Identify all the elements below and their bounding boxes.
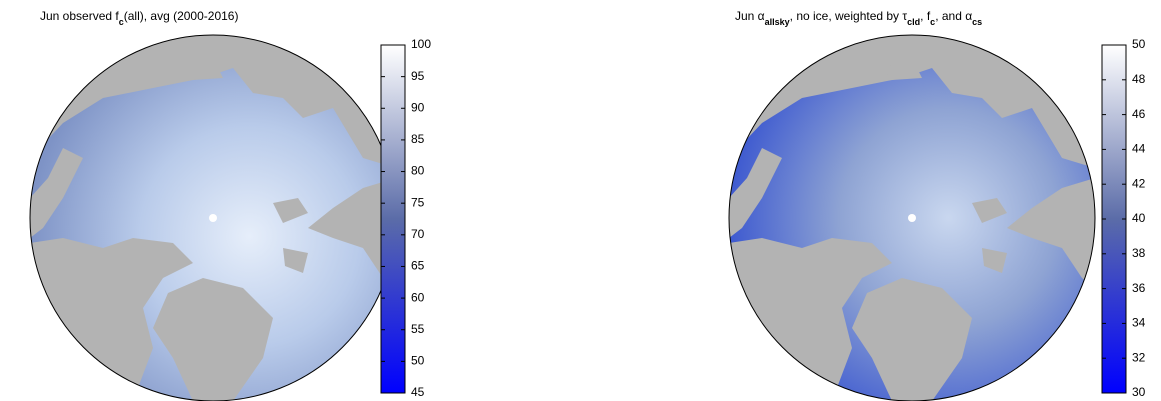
title-part: allsky (765, 17, 790, 27)
title-part: Jun observed f (40, 9, 119, 23)
colorbar-tick-label: 34 (1132, 316, 1146, 330)
colorbar-tick-label: 60 (411, 290, 425, 304)
title-part: c (119, 17, 124, 27)
colorbar-tick-label: 38 (1132, 246, 1146, 260)
colorbar-tick-label: 90 (411, 100, 425, 114)
colorbar-tick-label: 42 (1132, 176, 1146, 190)
colorbar-tick-label: 70 (411, 227, 425, 241)
title-part: , no ice, weighted by τ (790, 9, 908, 23)
colorbar-tick-label: 32 (1132, 350, 1146, 364)
colorbar-tick-label: 100 (411, 37, 431, 51)
colorbar-tick-label: 44 (1132, 142, 1146, 156)
colorbar-tick-label: 40 (1132, 211, 1146, 225)
colorbar (380, 44, 406, 394)
colorbar-tick-label: 55 (411, 322, 425, 336)
colorbar-tick-label: 50 (1132, 37, 1146, 51)
panel-title: Jun observed fc(all), avg (2000-2016) (40, 9, 238, 27)
title-part: , and α (935, 9, 972, 23)
colorbar-tick-label: 75 (411, 195, 425, 209)
colorbar-tick-label: 46 (1132, 107, 1146, 121)
colorbar-tick-label: 50 (411, 354, 425, 368)
colorbar-tick-label: 85 (411, 132, 425, 146)
colorbar-tick-label: 45 (411, 385, 425, 399)
colorbar-tick-label: 48 (1132, 72, 1146, 86)
colorbar-tick-label: 36 (1132, 281, 1146, 295)
panel-title: Jun αallsky, no ice, weighted by τcld, f… (735, 9, 982, 27)
title-part: cld (907, 17, 920, 27)
title-part: , f (920, 9, 931, 23)
colorbar-tick-label: 30 (1132, 385, 1146, 399)
title-part: (all), avg (2000-2016) (124, 9, 239, 23)
title-part: cs (972, 17, 982, 27)
colorbar-tick-label: 95 (411, 69, 425, 83)
colorbar-tick-label: 80 (411, 164, 425, 178)
title-part: Jun α (735, 9, 765, 23)
title-part: c (930, 17, 935, 27)
map-left (29, 34, 397, 401)
map-right (728, 34, 1096, 401)
colorbar-tick-label: 65 (411, 259, 425, 273)
